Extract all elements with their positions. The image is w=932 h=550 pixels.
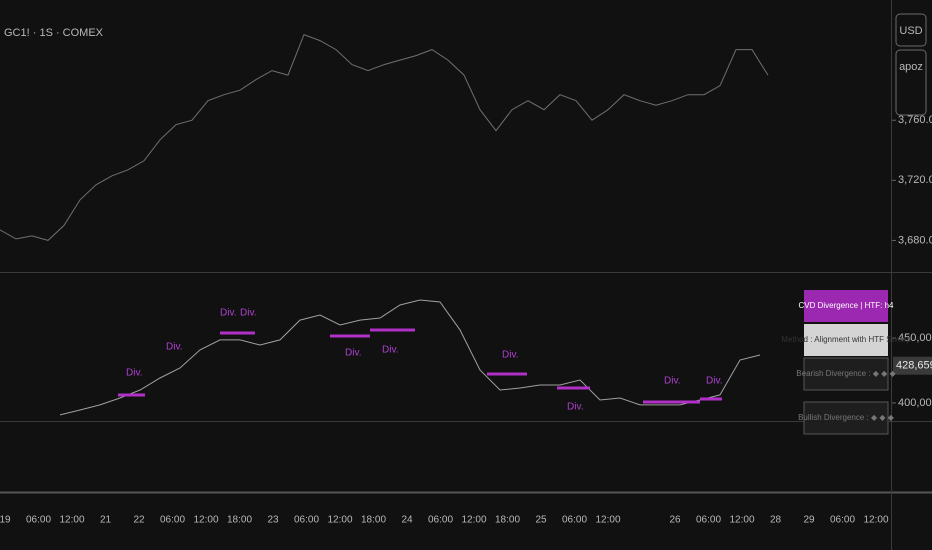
table-row: Bearish Divergence : ◆ ◆ ◆ [796,369,896,378]
x-tick-label: 18:00 [227,515,252,526]
last-value-badge [893,356,932,375]
x-tick-label: 06:00 [294,515,319,526]
x-tick-label: 06:00 [696,515,721,526]
x-tick-label: 28 [770,515,782,526]
indicator-table: CVD Divergence | HTF: h4 Method : Alignm… [781,290,911,435]
x-tick-label: 22 [133,515,145,526]
y-tick-label: 3,760.0 [898,114,932,126]
data-line [0,33,769,241]
divergence-label: Div. [502,350,518,361]
currency-label[interactable]: USD [899,25,922,37]
user-button[interactable] [895,49,927,116]
table-title-cell [804,290,888,322]
x-tick-label: 25 [535,515,547,526]
divergence-label: Div. [240,308,256,319]
table-cell [803,401,889,435]
divergence-label: Div. [706,376,722,387]
divergence-label: Div. [126,368,142,379]
user-label[interactable]: apoz [899,61,923,73]
divergence-label: Div. [166,342,182,353]
divergence-label: Div. [220,308,236,319]
x-tick-label: 23 [267,515,279,526]
table-title: CVD Divergence | HTF: h4 [799,301,895,310]
table-row: Bullish Divergence : ◆ ◆ ◆ [798,413,895,422]
x-tick-label: 12:00 [461,515,486,526]
x-tick-label: 06:00 [562,515,587,526]
x-tick-label: 06:00 [160,515,185,526]
x-tick-label: 12:00 [327,515,352,526]
data-line [59,299,761,416]
x-tick-label: 06:00 [26,515,51,526]
x-tick-label: 06:00 [830,515,855,526]
x-tick-label: 24 [401,515,413,526]
table-cell [804,324,888,356]
divergence-label: Div. [664,376,680,387]
y-tick-label: 400,000.0 [898,397,932,409]
y-tick-label: 450,000.0 [898,332,932,344]
y-tick-label: 3,680.0 [898,234,932,246]
table-cell [803,357,889,391]
y-tick-label: 3,720.0 [898,174,932,186]
divergence-label: Div. [382,345,398,356]
divergence-label: Div. [345,348,361,359]
x-tick-label: 12:00 [193,515,218,526]
x-tick-label: 06:00 [428,515,453,526]
x-tick-label: 18:00 [361,515,386,526]
last-value-label: 428,659.0 [896,360,932,372]
x-tick-label: 18:00 [495,515,520,526]
symbol-label: GC1! · 1S · COMEX [4,27,104,39]
x-tick-label: 12:00 [729,515,754,526]
table-method: Method : Alignment with HTF Sweep [781,335,911,344]
x-tick-label: 12:00 [59,515,84,526]
currency-button[interactable] [895,13,927,47]
x-tick-label: 29 [803,515,815,526]
x-tick-label: 21 [100,515,112,526]
x-tick-label: 26 [669,515,681,526]
x-tick-label: 12:00 [863,515,888,526]
x-tick-label: 19 [0,515,11,526]
x-tick-label: 12:00 [595,515,620,526]
divergence-label: Div. [567,402,583,413]
